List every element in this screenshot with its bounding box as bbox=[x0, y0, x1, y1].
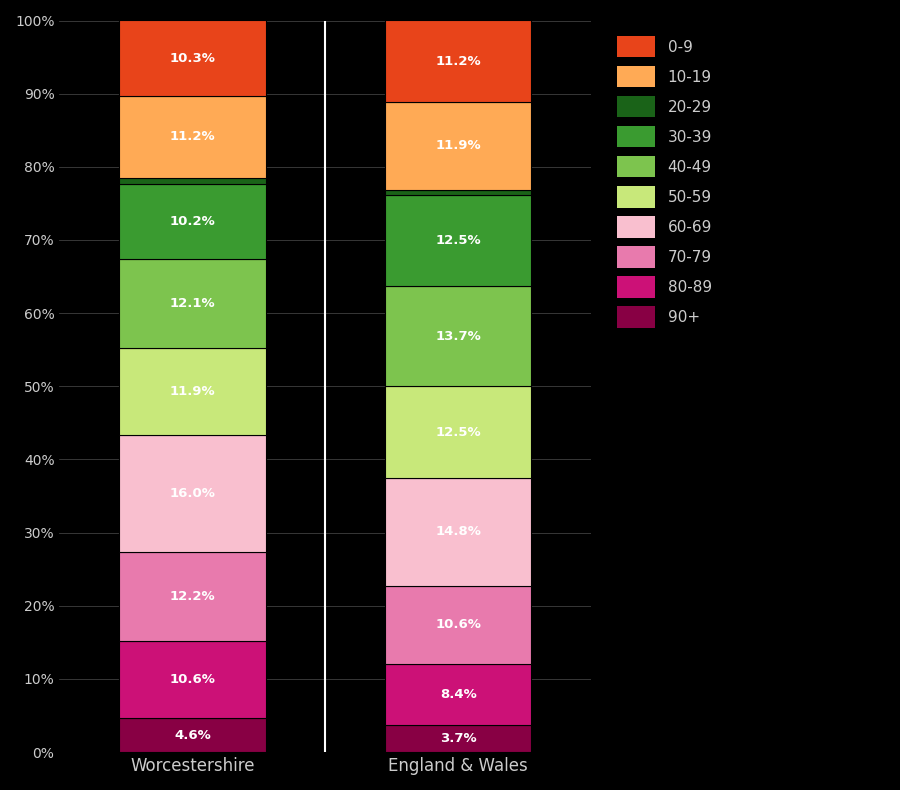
Bar bbox=[119, 348, 266, 435]
Bar bbox=[119, 551, 266, 641]
Bar bbox=[119, 178, 266, 184]
Bar bbox=[385, 21, 532, 103]
Bar bbox=[119, 435, 266, 551]
Bar bbox=[385, 586, 532, 664]
Text: 11.9%: 11.9% bbox=[169, 385, 215, 397]
Bar bbox=[119, 641, 266, 718]
Text: 11.2%: 11.2% bbox=[169, 130, 215, 143]
Bar bbox=[119, 259, 266, 348]
Bar bbox=[385, 190, 532, 194]
Text: 8.4%: 8.4% bbox=[440, 688, 477, 701]
Bar bbox=[385, 103, 532, 190]
Bar bbox=[119, 21, 266, 96]
Text: 10.2%: 10.2% bbox=[169, 215, 215, 228]
Text: 12.5%: 12.5% bbox=[436, 234, 482, 246]
Text: 10.6%: 10.6% bbox=[169, 673, 215, 687]
Text: 12.1%: 12.1% bbox=[169, 297, 215, 310]
Text: 16.0%: 16.0% bbox=[169, 487, 215, 499]
Text: 11.2%: 11.2% bbox=[436, 55, 482, 68]
Bar bbox=[385, 386, 532, 478]
Bar bbox=[385, 478, 532, 586]
Bar bbox=[385, 286, 532, 386]
Bar bbox=[385, 664, 532, 725]
Legend: 0-9, 10-19, 20-29, 30-39, 40-49, 50-59, 60-69, 70-79, 80-89, 90+: 0-9, 10-19, 20-29, 30-39, 40-49, 50-59, … bbox=[609, 28, 720, 335]
Text: 12.2%: 12.2% bbox=[169, 590, 215, 603]
Text: 14.8%: 14.8% bbox=[436, 525, 482, 539]
Bar bbox=[119, 184, 266, 259]
Bar bbox=[385, 725, 532, 752]
Text: 3.7%: 3.7% bbox=[440, 732, 477, 745]
Text: 10.6%: 10.6% bbox=[436, 619, 482, 631]
Bar bbox=[119, 718, 266, 752]
Text: 4.6%: 4.6% bbox=[174, 729, 211, 742]
Bar bbox=[385, 194, 532, 286]
Text: 13.7%: 13.7% bbox=[436, 329, 482, 343]
Text: 12.5%: 12.5% bbox=[436, 426, 482, 438]
Text: 10.3%: 10.3% bbox=[169, 51, 215, 65]
Text: 11.9%: 11.9% bbox=[436, 140, 482, 152]
Bar bbox=[119, 96, 266, 178]
